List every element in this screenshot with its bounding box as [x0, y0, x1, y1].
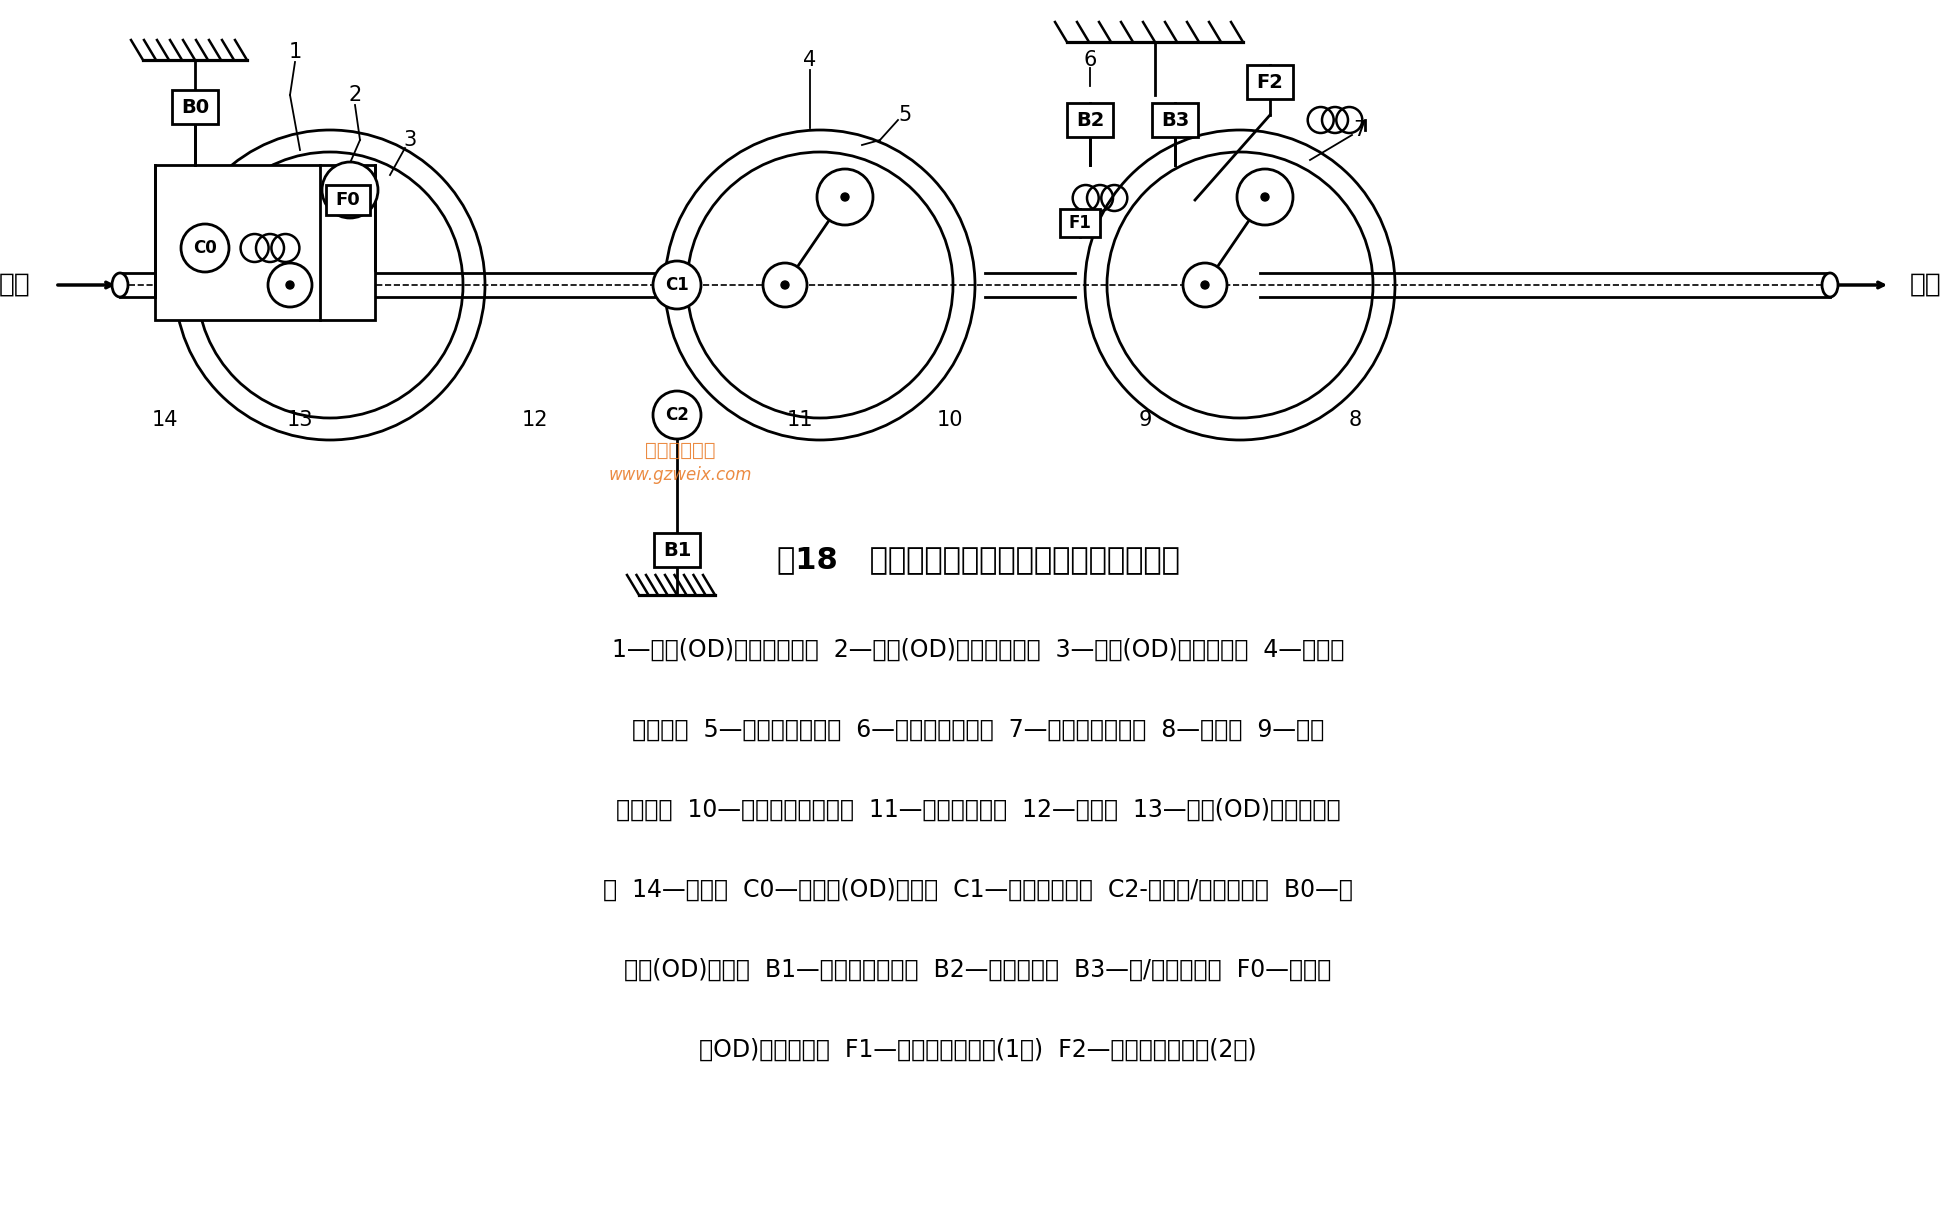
Circle shape — [174, 130, 485, 440]
Circle shape — [653, 261, 700, 309]
Circle shape — [1261, 194, 1269, 201]
Circle shape — [762, 263, 807, 307]
Text: 7: 7 — [1353, 120, 1367, 140]
Circle shape — [182, 224, 229, 272]
Text: F0: F0 — [336, 191, 360, 209]
Text: （OD)单向离合器  F1—二档单向离合器(1号)  F2—低档单向离合器(2号): （OD)单向离合器 F1—二档单向离合器(1号) F2—低档单向离合器(2号) — [698, 1038, 1257, 1062]
Circle shape — [268, 263, 313, 307]
Bar — [154, 165, 375, 320]
Circle shape — [1200, 281, 1208, 289]
Text: 轮  14—输入轴  C0—超速档(OD)离合器  C1—前进档离合器  C2-直接档/倒档离合器  B0—超: 轮 14—输入轴 C0—超速档(OD)离合器 C1—前进档离合器 C2-直接档/… — [602, 878, 1353, 902]
Text: 13: 13 — [287, 410, 313, 430]
Circle shape — [285, 281, 293, 289]
Circle shape — [1085, 130, 1394, 440]
Text: 12: 12 — [522, 410, 547, 430]
Text: 星排齿圈  10—前后行星排太阳轮  11—前行星排齿圈  12—中间轴  13—超速(OD)行星排太阳: 星排齿圈 10—前后行星排太阳轮 11—前行星排齿圈 12—中间轴 13—超速(… — [616, 797, 1339, 822]
Text: 3: 3 — [403, 130, 416, 149]
Text: 输入: 输入 — [0, 272, 29, 298]
Bar — [326, 185, 369, 216]
Text: 1—超速(OD)行星排行星架  2—超速(OD)行星排行星轮  3—超速(OD)行星排齿圈  4—前行星: 1—超速(OD)行星排行星架 2—超速(OD)行星排行星轮 3—超速(OD)行星… — [612, 638, 1343, 662]
Text: 10: 10 — [936, 410, 962, 430]
Text: 6: 6 — [1083, 50, 1097, 70]
Bar — [1247, 65, 1292, 99]
Bar — [172, 89, 217, 124]
Text: C1: C1 — [665, 276, 688, 294]
Circle shape — [665, 130, 974, 440]
Ellipse shape — [1820, 273, 1838, 296]
Text: C2: C2 — [665, 405, 688, 424]
Text: F2: F2 — [1255, 72, 1282, 92]
Text: 输出: 输出 — [1908, 272, 1941, 298]
Text: 速档(OD)制动器  B1—二档滑行制动器  B2—二档制动器  B3—低/倒档离合器  F0—超速档: 速档(OD)制动器 B1—二档滑行制动器 B2—二档制动器 B3—低/倒档离合器… — [624, 958, 1331, 982]
Circle shape — [841, 194, 848, 201]
Bar — [1060, 209, 1099, 236]
Circle shape — [346, 186, 354, 194]
Text: B2: B2 — [1075, 110, 1105, 130]
Text: B1: B1 — [663, 540, 690, 560]
Text: 9: 9 — [1138, 410, 1151, 430]
Circle shape — [653, 391, 700, 439]
Text: 4: 4 — [804, 50, 815, 70]
Text: 8: 8 — [1347, 410, 1361, 430]
Text: 精通汽修下载: 精通汽修下载 — [645, 441, 716, 459]
Bar — [1151, 103, 1196, 137]
Circle shape — [780, 281, 788, 289]
Circle shape — [817, 169, 872, 225]
Text: C0: C0 — [194, 239, 217, 257]
Text: 1: 1 — [287, 42, 301, 62]
Text: 图18   四档辛普森行星齿轮变速器的结构简图: 图18 四档辛普森行星齿轮变速器的结构简图 — [776, 545, 1179, 575]
Text: B3: B3 — [1159, 110, 1189, 130]
Ellipse shape — [111, 273, 127, 296]
Text: www.gzweix.com: www.gzweix.com — [608, 466, 751, 484]
Circle shape — [1183, 263, 1226, 307]
Text: 14: 14 — [152, 410, 178, 430]
Text: B0: B0 — [182, 98, 209, 116]
Text: 11: 11 — [786, 410, 813, 430]
Text: F1: F1 — [1067, 214, 1091, 232]
Text: 排行星架  5—前行星排行星轮  6—后行星排行星架  7—后行星排行星轮  8—输出轴  9—后行: 排行星架 5—前行星排行星轮 6—后行星排行星架 7—后行星排行星轮 8—输出轴… — [631, 718, 1324, 742]
Bar — [1067, 103, 1112, 137]
Circle shape — [323, 162, 377, 218]
Bar — [653, 533, 700, 567]
Circle shape — [1236, 169, 1292, 225]
Text: 2: 2 — [348, 85, 362, 105]
Text: 5: 5 — [897, 105, 911, 125]
